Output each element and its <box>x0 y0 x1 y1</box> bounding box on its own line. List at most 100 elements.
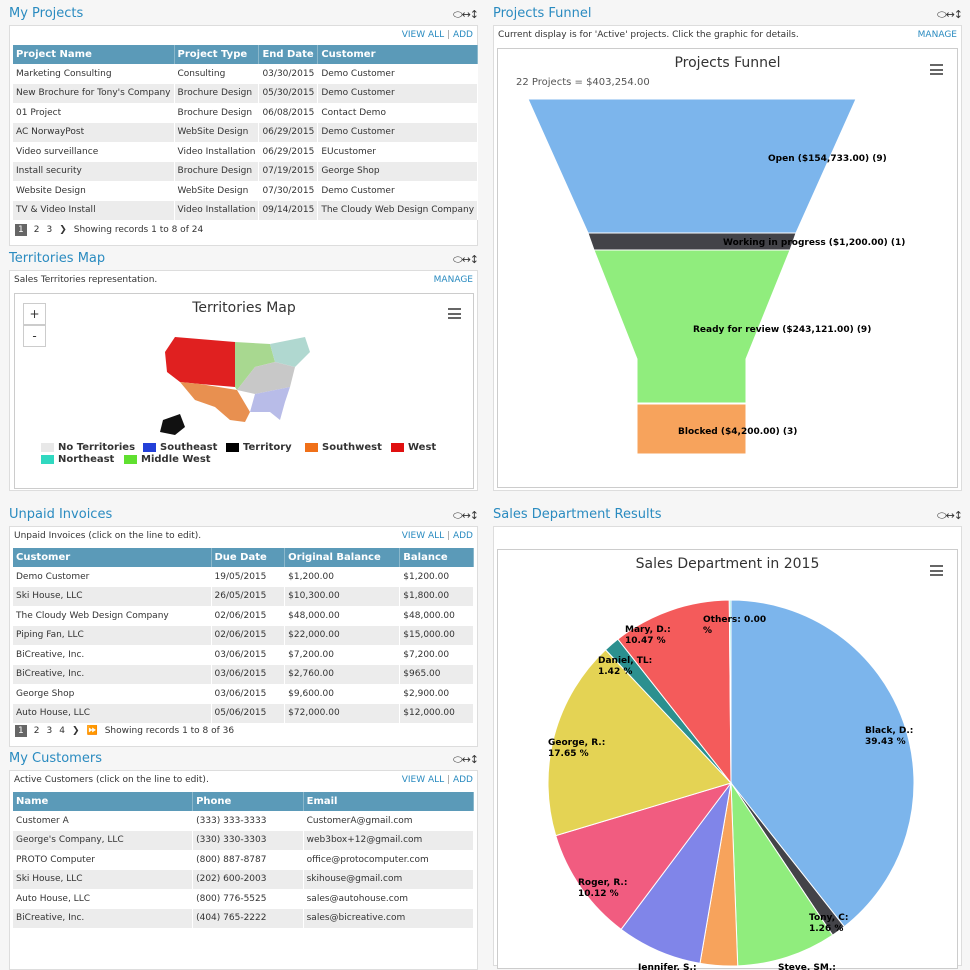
table-row[interactable]: BiCreative, Inc. 03/06/2015 $7,200.00 $7,20… <box>13 645 474 665</box>
table-row[interactable]: Auto House, LLC (800) 776-5525 sales@autoh… <box>13 889 475 909</box>
table-cell: TV & Video Install <box>13 200 175 220</box>
table-cell: Demo Customer <box>317 122 479 142</box>
page-1-button[interactable]: 1 <box>15 224 27 236</box>
funnel-stage[interactable] <box>593 249 791 404</box>
table-row[interactable]: PROTO Computer (800) 887-8787 office@proto… <box>13 850 475 870</box>
table-row[interactable]: Ski House, LLC (202) 600-2003 skihouse@gma… <box>13 869 475 889</box>
table-cell: Auto House, LLC <box>13 703 212 723</box>
table-row[interactable]: BiCreative, Inc. 03/06/2015 $2,760.00 $965.… <box>13 664 474 684</box>
pie-label: Black, D.: <box>865 726 913 736</box>
table-row[interactable]: Install security Brochure Design 07/19/201… <box>13 161 479 181</box>
pie-label: 1.26 % <box>809 924 843 934</box>
manage-link[interactable]: MANAGE <box>433 275 473 285</box>
page-3-button[interactable]: 3 <box>46 726 53 736</box>
next-page-icon[interactable]: ❯ <box>71 726 80 736</box>
table-row[interactable]: Marketing Consulting Consulting 03/30/2015… <box>13 64 479 84</box>
panel-tools-icon[interactable]: ⬭↔↕ <box>937 8 963 21</box>
add-link[interactable]: ADD <box>452 30 473 40</box>
table-row[interactable]: Website Design WebSite Design 07/30/2015 De… <box>13 181 479 201</box>
table-row[interactable]: TV & Video Install Video Installation 09/1… <box>13 200 479 220</box>
zoom-in-button[interactable]: + <box>23 303 46 325</box>
table-row[interactable]: The Cloudy Web Design Company 02/06/2015 $… <box>13 606 474 626</box>
table-cell: web3box+12@gmail.com <box>303 830 475 850</box>
pie-slice[interactable] <box>730 599 915 928</box>
sales-pie-chart[interactable]: Black, D.: 39.43 % Tony, C: 1.26 % Steve, SM… <box>497 549 958 970</box>
funnel-chart[interactable]: Open ($154,733.00) (9) Working in progres… <box>497 48 958 488</box>
chart-menu-icon[interactable] <box>448 308 461 319</box>
table-row[interactable]: BiCreative, Inc. (404) 765-2222 sales@bicr… <box>13 908 475 928</box>
table-row[interactable]: Ski House, LLC 26/05/2015 $10,300.00 $1,800… <box>13 586 474 606</box>
legend-item[interactable]: West <box>391 442 436 453</box>
legend-swatch <box>124 455 137 464</box>
column-header[interactable]: Phone <box>192 792 304 811</box>
panel-tools-icon[interactable]: ⬭↔↕ <box>937 509 963 522</box>
view-all-link[interactable]: VIEW ALL <box>401 775 445 785</box>
add-link[interactable]: ADD <box>452 531 473 541</box>
table-cell: Piping Fan, LLC <box>13 625 212 645</box>
funnel-stage[interactable] <box>527 98 857 234</box>
funnel-stage[interactable] <box>636 403 747 455</box>
table-row[interactable]: George Shop 03/06/2015 $9,600.00 $2,900.00 <box>13 684 474 704</box>
panel-body: Active Customers (click on the line to e… <box>9 770 478 970</box>
pie-slice[interactable] <box>728 599 732 784</box>
table-cell: skihouse@gmail.com <box>303 869 475 889</box>
next-page-icon[interactable]: ❯ <box>59 225 67 235</box>
panel-tools-icon[interactable]: ⬭↔↕ <box>453 8 479 21</box>
legend-swatch <box>143 443 156 452</box>
last-page-icon[interactable]: ⏩ <box>86 726 98 736</box>
table-cell: (330) 330-3303 <box>192 830 304 850</box>
add-link[interactable]: ADD <box>452 775 473 785</box>
page-4-button[interactable]: 4 <box>59 726 65 736</box>
column-header[interactable]: End Date <box>258 45 319 64</box>
chart-menu-icon[interactable] <box>930 565 943 576</box>
table-row[interactable]: Customer A (333) 333-3333 CustomerA@gmail.… <box>13 811 475 831</box>
funnel-label: Open ($154,733.00) (9) <box>768 154 887 164</box>
page-2-button[interactable]: 2 <box>33 225 40 235</box>
page-1-button[interactable]: 1 <box>15 725 27 737</box>
table-row[interactable]: Demo Customer 19/05/2015 $1,200.00 $1,200.0… <box>13 567 474 587</box>
column-header[interactable]: Name <box>13 792 194 811</box>
page-3-button[interactable]: 3 <box>46 225 53 235</box>
table-row[interactable]: George's Company, LLC (330) 330-3303 web3b… <box>13 830 475 850</box>
table-cell: 02/06/2015 <box>211 606 286 626</box>
column-header[interactable]: Customer <box>13 548 212 567</box>
column-header[interactable]: Original Balance <box>284 548 401 567</box>
pie-slice[interactable] <box>555 782 733 931</box>
pie-slice[interactable] <box>547 649 732 837</box>
legend-item[interactable]: Territory <box>226 442 292 453</box>
chart-menu-icon[interactable] <box>930 64 943 75</box>
view-all-link[interactable]: VIEW ALL <box>401 531 445 541</box>
territories-map-chart[interactable]: Territories Map + - No Territories Southe… <box>14 293 474 489</box>
pie-slice[interactable] <box>617 599 732 785</box>
legend-item[interactable]: Southwest <box>305 442 382 453</box>
legend-item[interactable]: No Territories <box>41 442 135 453</box>
customers-table: Name Phone Email Customer A (333) 333-3333 Cu… <box>13 792 475 928</box>
pie-label: 10.12 % <box>578 889 619 899</box>
table-row[interactable]: Piping Fan, LLC 02/06/2015 $22,000.00 $15,0… <box>13 625 474 645</box>
legend-item[interactable]: Middle West <box>124 454 211 465</box>
table-row[interactable]: 01 Project Brochure Design 06/08/2015 Conta… <box>13 103 479 123</box>
panel-tools-icon[interactable]: ⬭↔↕ <box>453 253 479 266</box>
legend-item[interactable]: Northeast <box>41 454 114 465</box>
column-header[interactable]: Project Type <box>174 45 260 64</box>
manage-link[interactable]: MANAGE <box>917 30 957 40</box>
panel-tools-icon[interactable]: ⬭↔↕ <box>453 509 479 522</box>
panel-tools-icon[interactable]: ⬭↔↕ <box>453 753 479 766</box>
column-header[interactable]: Due Date <box>211 548 286 567</box>
column-header[interactable]: Customer <box>317 45 479 64</box>
zoom-out-button[interactable]: - <box>23 325 46 347</box>
table-row[interactable]: AC NorwayPost WebSite Design 06/29/2015 Dem… <box>13 122 479 142</box>
column-header[interactable]: Project Name <box>13 45 175 64</box>
legend-item[interactable]: Southeast <box>143 442 217 453</box>
us-map[interactable] <box>155 332 325 437</box>
region-northeast <box>270 337 310 367</box>
column-header[interactable]: Balance <box>399 548 474 567</box>
column-header[interactable]: Email <box>303 792 475 811</box>
legend-label: Territory <box>243 442 292 453</box>
panel-body: Current display is for 'Active' projects… <box>493 25 962 491</box>
table-row[interactable]: Video surveillance Video Installation 06/2… <box>13 142 479 162</box>
table-row[interactable]: Auto House, LLC 05/06/2015 $72,000.00 $12,0… <box>13 703 474 723</box>
view-all-link[interactable]: VIEW ALL <box>401 30 445 40</box>
page-2-button[interactable]: 2 <box>33 726 40 736</box>
table-row[interactable]: New Brochure for Tony's Company Brochure … <box>13 83 479 103</box>
